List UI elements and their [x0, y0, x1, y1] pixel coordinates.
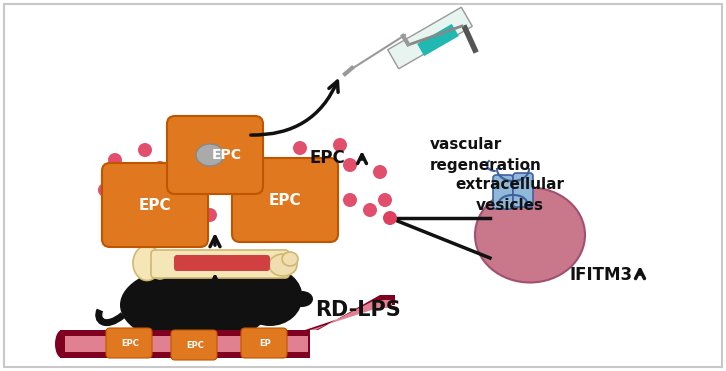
Ellipse shape	[144, 336, 166, 349]
Circle shape	[333, 138, 347, 152]
FancyBboxPatch shape	[151, 250, 289, 278]
Ellipse shape	[55, 330, 69, 358]
Ellipse shape	[291, 291, 313, 307]
Ellipse shape	[237, 268, 303, 326]
Ellipse shape	[475, 187, 585, 282]
Polygon shape	[310, 300, 392, 330]
Ellipse shape	[196, 144, 224, 166]
Circle shape	[213, 141, 227, 155]
Polygon shape	[305, 295, 395, 330]
Circle shape	[378, 193, 392, 207]
Text: extracellular
vesicles: extracellular vesicles	[455, 177, 565, 213]
Ellipse shape	[266, 260, 288, 286]
Text: EPC: EPC	[139, 197, 171, 213]
Text: vascular
regeneration: vascular regeneration	[430, 137, 542, 173]
Circle shape	[363, 203, 377, 217]
Ellipse shape	[269, 254, 297, 276]
Text: EPC: EPC	[212, 148, 242, 162]
Polygon shape	[60, 330, 310, 358]
Ellipse shape	[205, 339, 225, 351]
FancyArrowPatch shape	[250, 81, 338, 135]
Circle shape	[123, 198, 137, 212]
Circle shape	[343, 193, 357, 207]
FancyBboxPatch shape	[171, 330, 217, 360]
Circle shape	[153, 213, 167, 227]
Text: IFITM3: IFITM3	[570, 266, 633, 284]
Circle shape	[383, 211, 397, 225]
Ellipse shape	[133, 246, 161, 280]
Ellipse shape	[120, 265, 270, 345]
Ellipse shape	[151, 257, 169, 279]
Text: EPC: EPC	[186, 341, 204, 349]
FancyBboxPatch shape	[167, 116, 263, 194]
Text: RD-LPS: RD-LPS	[315, 300, 401, 320]
Circle shape	[293, 141, 307, 155]
Polygon shape	[388, 7, 473, 69]
Circle shape	[98, 183, 112, 197]
Circle shape	[293, 198, 307, 212]
Text: EPC: EPC	[269, 193, 301, 207]
Circle shape	[253, 163, 267, 177]
Circle shape	[218, 158, 232, 172]
Ellipse shape	[230, 343, 250, 355]
Circle shape	[288, 161, 302, 175]
Circle shape	[168, 138, 182, 152]
Text: EP: EP	[259, 338, 271, 348]
Circle shape	[193, 168, 207, 182]
Polygon shape	[417, 24, 459, 56]
Circle shape	[343, 158, 357, 172]
FancyBboxPatch shape	[232, 158, 338, 242]
Circle shape	[153, 161, 167, 175]
Ellipse shape	[282, 252, 298, 266]
Text: EPC: EPC	[310, 149, 346, 167]
Ellipse shape	[164, 341, 186, 354]
Text: EPC: EPC	[121, 338, 139, 348]
Circle shape	[123, 168, 137, 182]
Circle shape	[313, 168, 327, 182]
FancyBboxPatch shape	[174, 255, 270, 271]
FancyBboxPatch shape	[493, 175, 513, 209]
Circle shape	[318, 208, 332, 222]
Circle shape	[138, 143, 152, 157]
FancyBboxPatch shape	[513, 173, 533, 207]
Circle shape	[108, 153, 122, 167]
Circle shape	[373, 165, 387, 179]
FancyBboxPatch shape	[102, 163, 208, 247]
Circle shape	[238, 193, 252, 207]
Circle shape	[203, 208, 217, 222]
Circle shape	[178, 188, 192, 202]
Circle shape	[268, 203, 282, 217]
Polygon shape	[65, 336, 308, 352]
FancyBboxPatch shape	[106, 328, 152, 358]
FancyBboxPatch shape	[241, 328, 287, 358]
